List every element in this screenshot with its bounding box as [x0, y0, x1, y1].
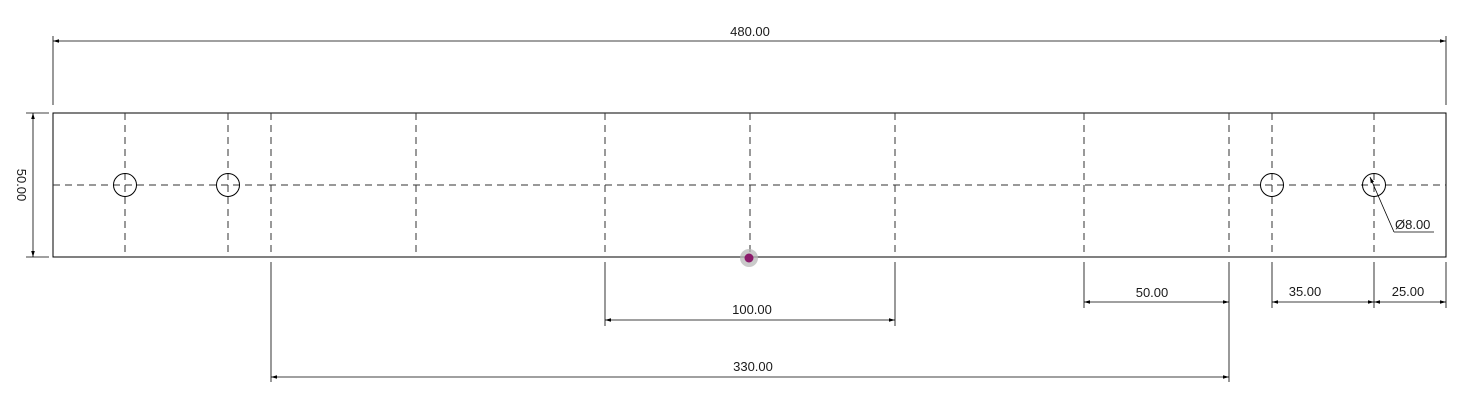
dimension-text: 25.00 — [1392, 284, 1425, 299]
snap-point-marker[interactable] — [740, 249, 758, 267]
dimension-hole-diameter[interactable]: Ø8.00 — [1369, 176, 1434, 233]
dimension-text: 100.00 — [732, 302, 772, 317]
hole[interactable] — [216, 173, 240, 197]
dimension-35[interactable]: 35.00 — [1271, 262, 1375, 308]
dimension-text: 480.00 — [730, 24, 770, 39]
dimension-height[interactable]: 50.00 — [14, 112, 49, 258]
dimension-50[interactable]: 50.00 — [1083, 262, 1229, 308]
dimension-25[interactable]: 25.00 — [1374, 262, 1447, 308]
dimension-text: 50.00 — [1136, 285, 1169, 300]
snap-dot[interactable] — [744, 253, 754, 263]
hole[interactable] — [1260, 173, 1284, 197]
hole[interactable] — [113, 173, 137, 197]
dimension-text: 50.00 — [14, 169, 29, 202]
dimension-text: 330.00 — [733, 359, 773, 374]
dimension-overall-length[interactable]: 480.00 — [52, 24, 1447, 105]
dimension-text: 35.00 — [1289, 284, 1322, 299]
dimension-330[interactable]: 330.00 — [270, 262, 1230, 382]
leader-line — [1369, 176, 1395, 233]
vertical-centerlines — [124, 113, 1375, 257]
holes[interactable] — [113, 173, 1386, 197]
dimension-100[interactable]: 100.00 — [604, 262, 896, 326]
hole[interactable] — [1362, 173, 1386, 197]
dimension-text: Ø8.00 — [1395, 217, 1430, 232]
